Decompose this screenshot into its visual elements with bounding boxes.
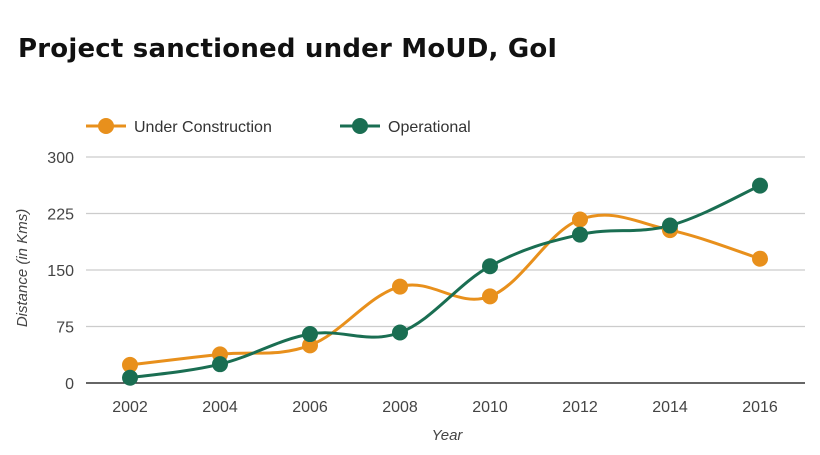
series-points (122, 177, 768, 386)
y-tick-label: 150 (47, 263, 74, 280)
data-point-under-construction (392, 278, 408, 295)
legend-label-operational: Operational (388, 119, 471, 136)
y-tick-label: 225 (47, 207, 74, 224)
data-point-under-construction (122, 356, 138, 373)
y-tick-label: 75 (56, 320, 74, 337)
data-point-operational (392, 324, 408, 341)
y-tick-label: 0 (65, 376, 74, 393)
gridlines (86, 156, 805, 384)
series-line-under-construction (128, 213, 762, 367)
x-tick-label: 2012 (562, 399, 598, 416)
x-tick-label: 2014 (652, 399, 688, 416)
chart-title: Project sanctioned under MoUD, GoI (18, 34, 558, 64)
x-axis-title: Year (432, 427, 464, 444)
x-tick-label: 2002 (112, 399, 148, 416)
x-axis-ticks: 2002 2004 2006 2008 2010 2012 2014 2016 (112, 399, 778, 416)
series-line-operational (128, 184, 762, 380)
y-axis-title: Distance (in Kms) (14, 209, 31, 327)
y-axis-ticks: 0 75 150 225 300 (47, 150, 74, 393)
legend-swatch-marker-operational (352, 118, 368, 134)
x-tick-label: 2010 (472, 399, 508, 416)
data-point-operational (482, 258, 498, 275)
legend-swatch-marker-under-construction (98, 118, 114, 134)
data-point-operational (752, 177, 768, 194)
x-tick-label: 2004 (202, 399, 238, 416)
data-point-under-construction (752, 250, 768, 267)
data-point-operational (662, 217, 678, 234)
series-lines (128, 184, 762, 380)
data-point-operational (572, 226, 588, 243)
y-tick-label: 300 (47, 150, 74, 167)
legend-label-under-construction: Under Construction (134, 119, 272, 136)
data-point-operational (212, 356, 228, 373)
data-point-operational (122, 369, 138, 386)
data-point-under-construction (302, 337, 318, 354)
x-tick-label: 2006 (292, 399, 328, 416)
x-tick-label: 2008 (382, 399, 418, 416)
data-point-under-construction (482, 288, 498, 305)
data-point-operational (302, 326, 318, 343)
x-tick-label: 2016 (742, 399, 778, 416)
legend: Under Construction Operational (86, 118, 471, 136)
data-point-under-construction (572, 211, 588, 228)
